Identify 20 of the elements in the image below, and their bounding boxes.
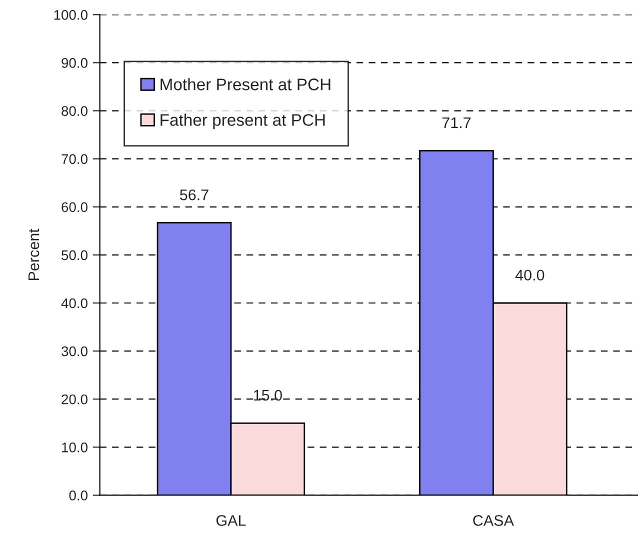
x-tick-label: CASA xyxy=(473,515,514,526)
x-tick-label: GAL xyxy=(216,515,246,526)
y-tick-label: 70.0 xyxy=(62,154,88,164)
y-tick-label: 90.0 xyxy=(62,58,88,68)
y-tick-label: 100.0 xyxy=(54,10,88,20)
data-label: 56.7 xyxy=(180,189,208,200)
y-tick-label: 20.0 xyxy=(62,394,88,404)
legend-label: Father present at PCH xyxy=(160,114,325,130)
y-tick-label: 10.0 xyxy=(62,442,88,452)
y-tick-label: 60.0 xyxy=(62,202,88,212)
data-label: 15.0 xyxy=(254,390,282,401)
y-tick-label: 0.0 xyxy=(69,490,88,500)
y-tick-label: 40.0 xyxy=(61,298,88,308)
y-tick-label: 50.0 xyxy=(62,250,88,260)
y-tick-label: 80.0 xyxy=(62,106,88,116)
y-tick-label: 30.0 xyxy=(62,346,88,356)
legend-label: Mother Present at PCH xyxy=(160,78,330,90)
data-label: 71.7 xyxy=(442,118,471,128)
data-label: 40.0 xyxy=(515,270,544,281)
y-axis-title: Percent xyxy=(28,228,40,280)
